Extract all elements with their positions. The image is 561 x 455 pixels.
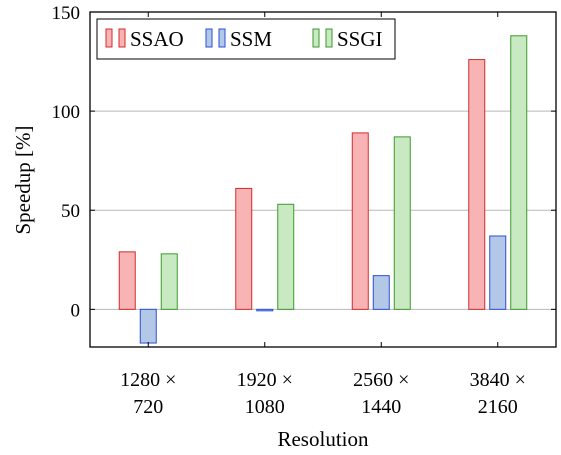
bar-ssao-2 [351,132,369,310]
x-axis-title: Resolution [277,427,369,451]
y-tick-label: 0 [71,300,81,321]
bar-ssm-2 [372,275,390,310]
legend-swatch-ssgi [312,28,320,48]
legend-swatch-ssao-2 [118,28,126,48]
bar-ssao-3 [468,59,486,310]
x-axis-ticks: 1280 × 720 1920 × 1080 2560 × 1440 3840 × 2160 [120,12,526,418]
x-tick-label: 720 [133,396,163,418]
legend-swatch-ssgi-2 [325,28,333,48]
y-tick-label: 100 [52,102,81,123]
bar-ssm-0 [139,308,157,344]
legend-box [96,18,396,60]
bar-ssao-1 [235,187,253,310]
y-axis-title: Speedup [%] [11,125,35,234]
x-tick-label: 1920 × [237,369,293,391]
plot-frame [89,11,557,348]
bar-ssm-3 [489,235,507,310]
x-tick-label: 1440 [361,396,401,418]
bar-ssao-0 [118,251,136,310]
x-tick-label: 2160 [478,396,518,418]
legend-label-ssgi: SSGI [337,27,383,51]
gridlines [90,110,556,310]
bar-ssgi-1 [277,203,295,310]
bar-ssm-1 [256,308,274,312]
bar-ssgi-3 [510,35,528,310]
y-tick-label: 50 [61,201,80,222]
legend: SSAO SSM SSGI [96,18,396,60]
bars [118,35,528,344]
legend-label-ssm: SSM [230,27,272,51]
legend-label-ssao: SSAO [130,27,184,51]
x-tick-label: 3840 × [470,369,526,391]
legend-swatch-ssm-2 [218,28,226,48]
bar-ssgi-0 [160,253,178,310]
x-tick-label: 2560 × [353,369,409,391]
bar-ssgi-2 [393,136,411,310]
x-tick-label: 1280 × [120,369,176,391]
legend-swatch-ssm [205,28,213,48]
x-tick-label: 1080 [245,396,285,418]
y-tick-label: 150 [52,3,81,24]
y-axis-ticks: 0 50 100 150 [52,3,556,321]
legend-swatch-ssao [105,28,113,48]
